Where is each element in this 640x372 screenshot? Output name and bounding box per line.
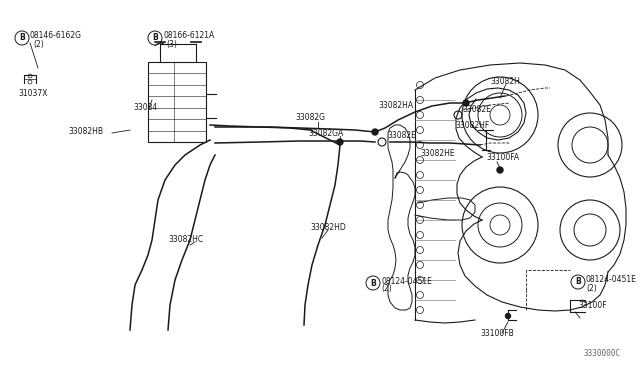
Text: 08124-0451E: 08124-0451E xyxy=(586,276,637,285)
Text: (2): (2) xyxy=(33,39,44,48)
Text: 33082G: 33082G xyxy=(295,112,325,122)
Text: 33082GA: 33082GA xyxy=(308,128,343,138)
Text: B: B xyxy=(575,278,581,286)
Text: (3): (3) xyxy=(166,39,177,48)
Text: 33082HC: 33082HC xyxy=(168,235,203,244)
Text: 33082HA: 33082HA xyxy=(378,102,413,110)
Text: 3330000C: 3330000C xyxy=(583,349,620,358)
Circle shape xyxy=(372,129,378,135)
Circle shape xyxy=(463,100,469,106)
Text: 33082H: 33082H xyxy=(490,77,520,87)
Bar xyxy=(148,62,206,142)
Text: 33100F: 33100F xyxy=(578,301,607,311)
Text: 33082HE: 33082HE xyxy=(420,148,454,157)
Text: 33082E: 33082E xyxy=(387,131,416,140)
Circle shape xyxy=(337,139,343,145)
Text: 08166-6121A: 08166-6121A xyxy=(163,32,214,41)
Circle shape xyxy=(506,314,511,318)
Text: 33100FA: 33100FA xyxy=(486,154,519,163)
Text: (2): (2) xyxy=(381,285,392,294)
Circle shape xyxy=(497,167,503,173)
Text: 33084: 33084 xyxy=(133,103,157,112)
Text: 33082HD: 33082HD xyxy=(310,224,346,232)
Text: 08146-6162G: 08146-6162G xyxy=(30,32,82,41)
Text: 08124-0451E: 08124-0451E xyxy=(381,276,432,285)
Text: (2): (2) xyxy=(586,283,596,292)
Text: 33100FB: 33100FB xyxy=(480,328,514,337)
Text: 33082HF: 33082HF xyxy=(455,121,489,129)
Text: B: B xyxy=(370,279,376,288)
Text: B: B xyxy=(19,33,25,42)
Text: 33082E: 33082E xyxy=(462,106,491,115)
Text: 33082HB: 33082HB xyxy=(68,128,103,137)
Text: B: B xyxy=(152,33,158,42)
Text: 31037X: 31037X xyxy=(18,89,47,97)
